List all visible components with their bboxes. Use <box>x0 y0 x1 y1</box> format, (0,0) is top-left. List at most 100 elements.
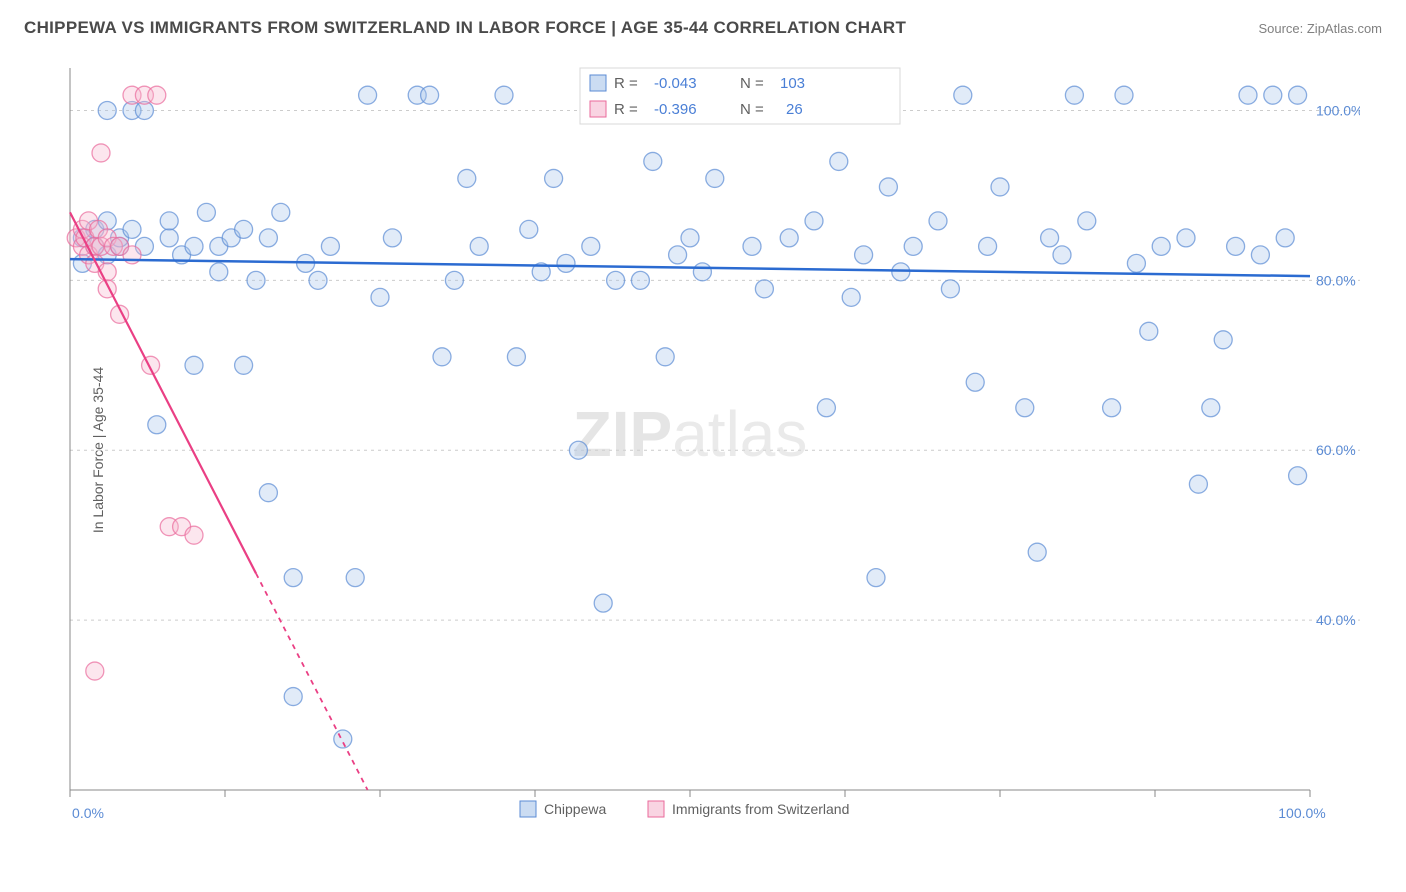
data-point <box>148 86 166 104</box>
data-point <box>929 212 947 230</box>
data-point <box>507 348 525 366</box>
data-point <box>259 484 277 502</box>
svg-text:40.0%: 40.0% <box>1316 612 1356 628</box>
bottom-legend-swatch <box>520 801 536 817</box>
svg-text:-0.043: -0.043 <box>654 75 697 92</box>
data-point <box>830 152 848 170</box>
data-point <box>383 229 401 247</box>
svg-text:103: 103 <box>780 75 805 92</box>
data-point <box>235 356 253 374</box>
trend-line-swiss-dashed <box>256 573 368 790</box>
data-point <box>1053 246 1071 264</box>
data-point <box>879 178 897 196</box>
data-point <box>123 220 141 238</box>
data-point <box>445 271 463 289</box>
data-point <box>631 271 649 289</box>
data-point <box>1214 331 1232 349</box>
data-point <box>1041 229 1059 247</box>
data-point <box>359 86 377 104</box>
data-point <box>569 441 587 459</box>
scatter-chart: 40.0%60.0%80.0%100.0%ZIPatlas0.0%100.0%R… <box>60 60 1360 840</box>
data-point <box>1239 86 1257 104</box>
data-point <box>1028 543 1046 561</box>
data-point <box>594 594 612 612</box>
data-point <box>991 178 1009 196</box>
data-point <box>185 237 203 255</box>
data-point <box>272 203 290 221</box>
data-point <box>1227 237 1245 255</box>
svg-text:0.0%: 0.0% <box>72 805 104 821</box>
data-point <box>160 212 178 230</box>
data-point <box>1140 322 1158 340</box>
data-point <box>346 569 364 587</box>
data-point <box>1065 86 1083 104</box>
svg-text:-0.396: -0.396 <box>654 101 697 118</box>
bottom-legend-swatch <box>648 801 664 817</box>
data-point <box>1152 237 1170 255</box>
data-point <box>321 237 339 255</box>
data-point <box>669 246 687 264</box>
data-point <box>247 271 265 289</box>
data-point <box>693 263 711 281</box>
data-point <box>98 101 116 119</box>
svg-text:100.0%: 100.0% <box>1316 102 1360 118</box>
legend-swatch-chippewa <box>590 75 606 91</box>
source-credit: Source: ZipAtlas.com <box>1258 21 1382 36</box>
data-point <box>259 229 277 247</box>
data-point <box>607 271 625 289</box>
svg-text:R =: R = <box>614 75 638 92</box>
bottom-legend-label: Chippewa <box>544 801 606 817</box>
data-point <box>892 263 910 281</box>
legend-swatch-swiss <box>590 101 606 117</box>
data-point <box>433 348 451 366</box>
data-point <box>743 237 761 255</box>
data-point <box>545 169 563 187</box>
svg-text:R =: R = <box>614 101 638 118</box>
data-point <box>185 356 203 374</box>
data-point <box>1078 212 1096 230</box>
data-point <box>755 280 773 298</box>
data-point <box>1115 86 1133 104</box>
data-point <box>160 229 178 247</box>
data-point <box>656 348 674 366</box>
data-point <box>210 263 228 281</box>
svg-text:N =: N = <box>740 101 764 118</box>
data-point <box>470 237 488 255</box>
data-point <box>334 730 352 748</box>
data-point <box>941 280 959 298</box>
data-point <box>644 152 662 170</box>
data-point <box>904 237 922 255</box>
svg-text:26: 26 <box>786 101 803 118</box>
data-point <box>1127 254 1145 272</box>
data-point <box>92 144 110 162</box>
chart-header: CHIPPEWA VS IMMIGRANTS FROM SWITZERLAND … <box>0 0 1406 38</box>
data-point <box>197 203 215 221</box>
data-point <box>979 237 997 255</box>
svg-text:80.0%: 80.0% <box>1316 272 1356 288</box>
data-point <box>582 237 600 255</box>
data-point <box>557 254 575 272</box>
data-point <box>681 229 699 247</box>
data-point <box>458 169 476 187</box>
data-point <box>1276 229 1294 247</box>
data-point <box>867 569 885 587</box>
chart-container: In Labor Force | Age 35-44 40.0%60.0%80.… <box>60 60 1360 840</box>
data-point <box>805 212 823 230</box>
data-point <box>706 169 724 187</box>
data-point <box>855 246 873 264</box>
data-point <box>1264 86 1282 104</box>
data-point <box>1251 246 1269 264</box>
data-point <box>148 416 166 434</box>
data-point <box>1289 86 1307 104</box>
data-point <box>185 526 203 544</box>
data-point <box>235 220 253 238</box>
data-point <box>520 220 538 238</box>
data-point <box>842 288 860 306</box>
chart-title: CHIPPEWA VS IMMIGRANTS FROM SWITZERLAND … <box>24 18 906 38</box>
data-point <box>780 229 798 247</box>
svg-text:60.0%: 60.0% <box>1316 442 1356 458</box>
data-point <box>371 288 389 306</box>
data-point <box>284 569 302 587</box>
data-point <box>966 373 984 391</box>
data-point <box>495 86 513 104</box>
